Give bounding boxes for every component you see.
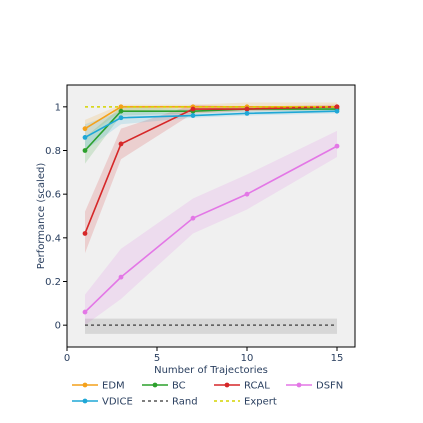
rcal-point bbox=[334, 104, 340, 110]
plot-frame bbox=[66, 84, 356, 348]
y-tick-label: 0.2 bbox=[45, 277, 61, 288]
x-tick-label: 15 bbox=[331, 353, 344, 364]
bc-point bbox=[82, 148, 88, 153]
legend-label-dsfn: DSFN bbox=[316, 381, 343, 392]
legend-label-bc: BC bbox=[172, 381, 186, 392]
legend-label-expert: Expert bbox=[244, 397, 277, 408]
dsfn-point bbox=[334, 143, 340, 149]
legend-marker-rcal bbox=[224, 382, 230, 388]
legend-marker-edm bbox=[82, 382, 88, 388]
plot-background bbox=[67, 85, 355, 347]
dsfn-point bbox=[244, 191, 250, 197]
y-tick-label: 0.6 bbox=[45, 190, 61, 201]
x-axis-label: Number of Trajectories bbox=[154, 365, 268, 376]
edm-band bbox=[85, 102, 337, 138]
rcal-band bbox=[85, 104, 337, 254]
bc-point bbox=[118, 108, 124, 114]
edm-point bbox=[118, 104, 124, 110]
y-axis-ticks: 0 0.2 0.4 0.6 0.8 1 bbox=[45, 102, 67, 332]
legend-marker-bc bbox=[152, 382, 158, 388]
x-tick-label: 5 bbox=[154, 353, 160, 364]
vdice-point bbox=[334, 108, 340, 114]
legend-marker-dsfn bbox=[296, 382, 302, 388]
y-tick-label: 0.4 bbox=[45, 233, 61, 244]
vdice-point bbox=[82, 135, 88, 140]
x-tick-label: 10 bbox=[241, 353, 254, 364]
x-axis-ticks: 0 5 10 15 bbox=[64, 347, 344, 364]
rand-band bbox=[85, 318, 337, 334]
y-tick-label: 0 bbox=[55, 321, 61, 332]
vdice-point bbox=[190, 113, 196, 118]
rcal-point bbox=[118, 141, 124, 147]
legend-marker-vdice bbox=[82, 398, 88, 404]
rcal-point bbox=[82, 231, 88, 236]
vdice-band bbox=[85, 109, 337, 151]
vdice-point bbox=[118, 115, 124, 121]
x-tick-label: 0 bbox=[64, 353, 70, 364]
rcal-point bbox=[190, 106, 196, 112]
dsfn-point bbox=[82, 309, 88, 315]
y-tick-label: 0.8 bbox=[45, 146, 61, 157]
legend-label-edm: EDM bbox=[102, 381, 125, 392]
legend: EDM BC RCAL DSFN VDICE Rand Expert bbox=[72, 381, 343, 408]
edm-point bbox=[82, 126, 88, 132]
vdice-point bbox=[244, 110, 250, 116]
dsfn-point bbox=[118, 274, 124, 280]
rcal-point bbox=[244, 106, 250, 112]
legend-label-rand: Rand bbox=[172, 397, 198, 408]
legend-label-rcal: RCAL bbox=[244, 381, 270, 392]
y-tick-label: 1 bbox=[55, 102, 61, 113]
series-points bbox=[82, 104, 340, 315]
legend-label-vdice: VDICE bbox=[102, 397, 133, 408]
dsfn-point bbox=[190, 215, 196, 221]
y-axis-label: Performance (scaled) bbox=[36, 163, 47, 270]
